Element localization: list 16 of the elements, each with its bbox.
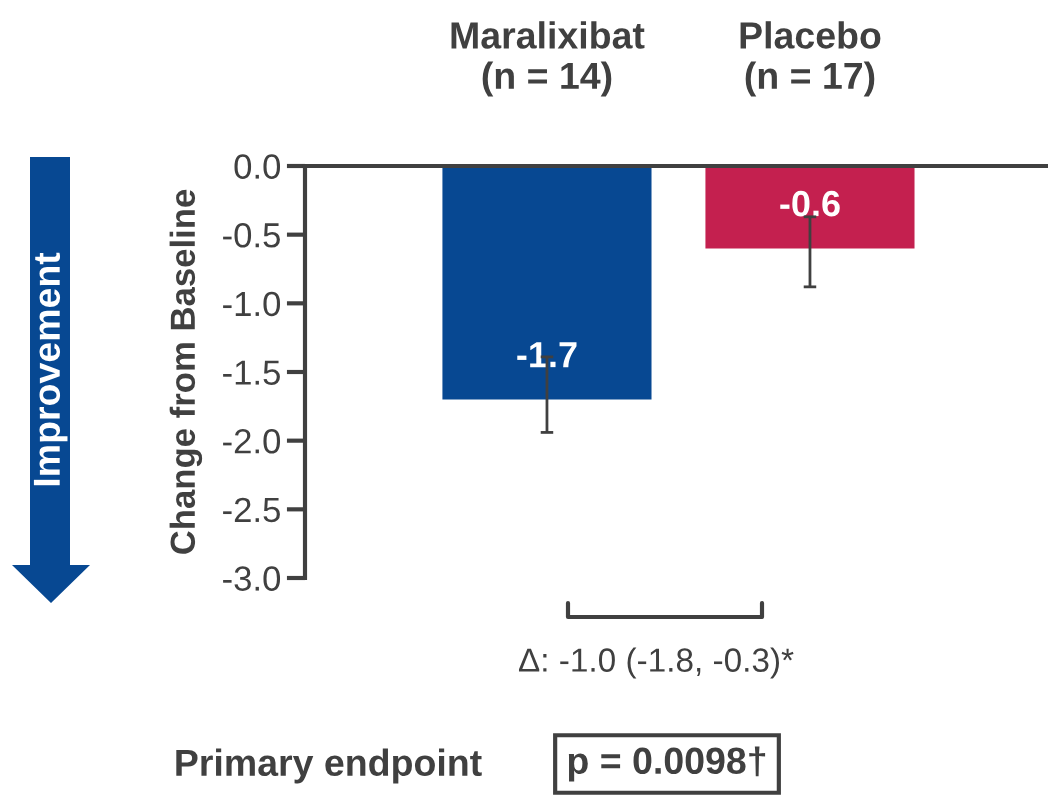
- x-tick-label: Maralixibat (n = 14): [451, 21, 645, 97]
- text: Improvement: [33, 252, 68, 486]
- data-label: -0.6: [780, 190, 840, 217]
- text: Primary endpoint: [176, 748, 482, 784]
- y-tick-label: -1.0: [223, 291, 281, 317]
- y-tick-label: -0.5: [223, 223, 280, 248]
- text: Δ: -1.0 (-1.8, -0.3)*: [518, 647, 794, 679]
- text: p = 0.0098†: [568, 746, 766, 782]
- y-tick-label: 0.0: [234, 154, 281, 179]
- data-label: -1.7: [517, 342, 577, 368]
- x-tick-label: Placebo (n = 17): [740, 21, 881, 97]
- y-tick-label: -3.0: [223, 566, 281, 591]
- y-tick-label: -2.5: [223, 497, 280, 523]
- y-tick-label: -2.0: [223, 429, 281, 454]
- y-tick-label: -1.5: [223, 360, 280, 385]
- y-axis-title: Change from Baseline: [169, 189, 203, 554]
